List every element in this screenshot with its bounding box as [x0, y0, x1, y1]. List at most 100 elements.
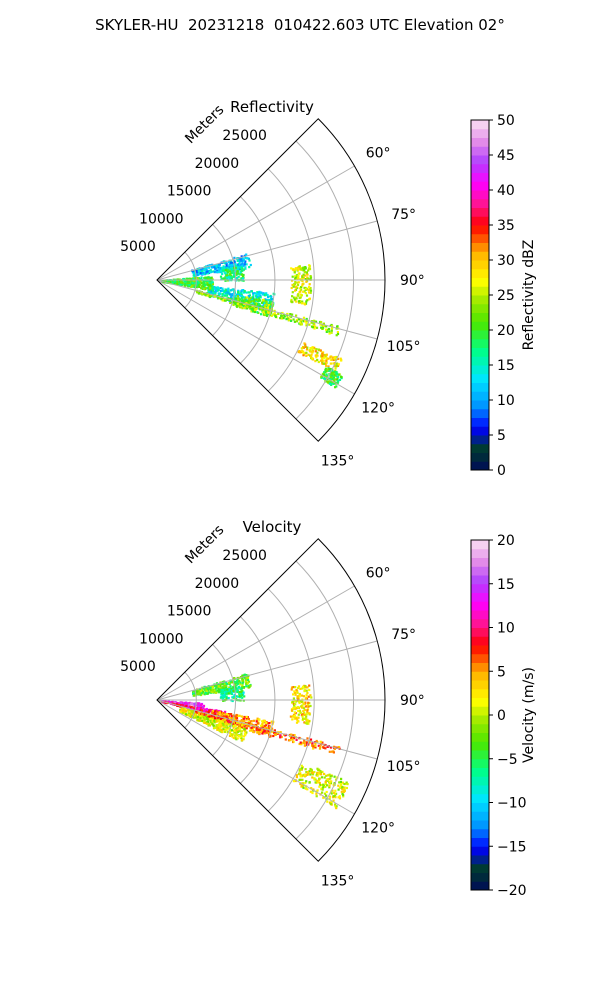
- panel-title: Reflectivity: [230, 98, 314, 116]
- azimuth-gridline: [156, 699, 378, 760]
- colorbar-tick-label: 0: [497, 708, 506, 724]
- colorbar-tick-label: −15: [497, 839, 527, 855]
- colorbar-segment: [471, 225, 489, 235]
- colorbar-segment: [471, 793, 489, 803]
- colorbar-tick-label: 20: [497, 323, 515, 339]
- colorbar-label: Velocity (m/s): [521, 667, 537, 763]
- colorbar-segment: [471, 566, 489, 576]
- azimuth-gridline: [156, 220, 378, 281]
- colorbar: −20 −15 −10 −5 0 5 10 15 20 Velocity (m/s): [470, 533, 537, 899]
- colorbar-tick-label: 0: [497, 463, 506, 479]
- colorbar-segment: [471, 146, 489, 156]
- colorbar-segment: [471, 697, 489, 707]
- colorbar-segment: [471, 855, 489, 865]
- colorbar-tick-label: 30: [497, 253, 515, 269]
- azimuth-tick-label: 90°: [400, 693, 425, 709]
- range-tick-label: 25000: [222, 548, 267, 564]
- radar-echo: [297, 342, 343, 372]
- colorbar-segment: [471, 330, 489, 340]
- colorbar-segment: [471, 172, 489, 182]
- colorbar-segment: [471, 163, 489, 173]
- colorbar-tick-label: −20: [497, 883, 527, 899]
- azimuth-tick-label: 60°: [366, 565, 391, 581]
- colorbar-segment: [471, 802, 489, 812]
- colorbar-segment: [471, 750, 489, 760]
- colorbar-tick-label: 45: [497, 148, 515, 164]
- azimuth-gridline: [156, 640, 378, 701]
- range-tick-label: 20000: [195, 156, 240, 172]
- range-tick-label: 5000: [120, 239, 156, 255]
- azimuth-tick-label: 60°: [366, 145, 391, 161]
- azimuth-tick-label: 135°: [321, 874, 355, 890]
- range-tick-label: 25000: [222, 128, 267, 144]
- colorbar-tick-label: 40: [497, 183, 515, 199]
- colorbar-segment: [471, 128, 489, 138]
- colorbar-segment: [471, 426, 489, 436]
- colorbar-segment: [471, 461, 489, 471]
- colorbar-segment: [471, 181, 489, 191]
- range-tick-label: 10000: [139, 211, 184, 227]
- colorbar-segment: [471, 610, 489, 620]
- sector-outline: [156, 118, 386, 442]
- radar-echo: [290, 264, 313, 306]
- colorbar-segment: [471, 601, 489, 611]
- colorbar-segment: [471, 400, 489, 410]
- colorbar-segment: [471, 863, 489, 873]
- colorbar-segment: [471, 391, 489, 401]
- colorbar-tick-label: 10: [497, 621, 515, 637]
- colorbar-segment: [471, 706, 489, 716]
- colorbar-segment: [471, 828, 489, 838]
- colorbar-tick-label: 5: [497, 428, 506, 444]
- colorbar-segment: [471, 286, 489, 296]
- colorbar-tick-label: 5: [497, 664, 506, 680]
- azimuth-gridline: [156, 279, 378, 340]
- azimuth-tick-label: 135°: [321, 454, 355, 470]
- azimuth-tick-label: 90°: [400, 273, 425, 289]
- azimuth-tick-label: 105°: [387, 339, 421, 355]
- colorbar-segment: [471, 303, 489, 313]
- colorbar-segment: [471, 540, 489, 550]
- azimuth-gridline: [156, 585, 355, 701]
- colorbar-segment: [471, 583, 489, 593]
- radar-data: [160, 673, 349, 810]
- colorbar-segment: [471, 680, 489, 690]
- colorbar-segment: [471, 198, 489, 208]
- range-tick-label: 20000: [195, 576, 240, 592]
- colorbar-segment: [471, 155, 489, 165]
- colorbar-segment: [471, 216, 489, 226]
- range-tick-label: 10000: [139, 631, 184, 647]
- colorbar-tick-label: 25: [497, 288, 515, 304]
- colorbar-segment: [471, 811, 489, 821]
- colorbar-segment: [471, 846, 489, 856]
- panel-title: Velocity: [243, 518, 302, 536]
- colorbar-segment: [471, 723, 489, 733]
- colorbar-segment: [471, 715, 489, 725]
- colorbar-label: Reflectivity dBZ: [521, 240, 537, 351]
- colorbar-segment: [471, 758, 489, 768]
- colorbar-segment: [471, 627, 489, 637]
- colorbar-tick-label: 50: [497, 113, 515, 129]
- colorbar-tick-label: 35: [497, 218, 515, 234]
- colorbar-segment: [471, 365, 489, 375]
- colorbar-segment: [471, 417, 489, 427]
- colorbar-segment: [471, 662, 489, 672]
- colorbar-segment: [471, 277, 489, 287]
- colorbar-segment: [471, 347, 489, 357]
- colorbar-segment: [471, 268, 489, 278]
- range-tick-label: 15000: [167, 184, 212, 200]
- colorbar-segment: [471, 837, 489, 847]
- colorbar-segment: [471, 881, 489, 891]
- azimuth-gridline: [156, 699, 355, 815]
- colorbar-segment: [471, 557, 489, 567]
- colorbar-segment: [471, 373, 489, 383]
- colorbar-segment: [471, 295, 489, 305]
- colorbar-segment: [471, 785, 489, 795]
- figure-title: SKYLER-HU 20231218 010422.603 UTC Elevat…: [95, 16, 505, 34]
- colorbar-segment: [471, 260, 489, 270]
- colorbar-segment: [471, 575, 489, 585]
- colorbar-segment: [471, 338, 489, 348]
- colorbar-segment: [471, 872, 489, 882]
